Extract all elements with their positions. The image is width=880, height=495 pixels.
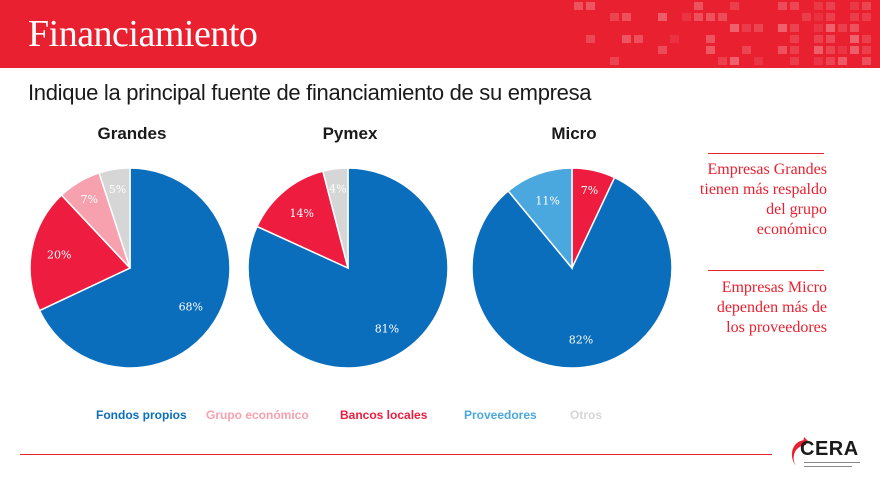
- legend-item-otros: Otros: [570, 408, 602, 422]
- legend-item-bancos-locales: Bancos locales: [340, 408, 427, 422]
- note-micro: Empresas Micro dependen más de los prove…: [695, 278, 827, 338]
- note-divider: [708, 270, 824, 271]
- logo-text: CERA: [800, 438, 859, 461]
- pie-chart-micro: Micro 7% 82% 11%: [464, 124, 684, 374]
- pie-slice-label: 11%: [535, 194, 559, 207]
- pie-slice-label: 14%: [289, 207, 313, 220]
- cera-logo: CERA: [786, 432, 866, 476]
- pie-svg: 81% 14% 4%: [240, 164, 460, 374]
- pie-title: Grandes: [22, 124, 242, 144]
- pie-title: Pymex: [240, 124, 460, 144]
- pie-title: Micro: [464, 124, 684, 144]
- legend-item-fondos-propios: Fondos propios: [96, 408, 187, 422]
- pie-svg: 68% 20% 7% 5%: [22, 164, 242, 374]
- pie-slice-label: 68%: [179, 301, 203, 314]
- note-divider: [708, 153, 824, 154]
- logo-subline: [804, 466, 852, 467]
- pie-slice-label: 7%: [581, 184, 598, 197]
- pie-slice-label: 7%: [81, 193, 98, 206]
- pie-slice-label: 5%: [109, 183, 126, 196]
- pie-slice-label: 82%: [569, 333, 593, 346]
- pie-slice-label: 81%: [375, 323, 399, 336]
- page-title: Financiamiento: [28, 12, 257, 56]
- pie-slice-label: 20%: [47, 249, 71, 262]
- note-grandes: Empresas Grandes tienen más respaldo del…: [695, 160, 827, 240]
- legend-item-proveedores: Proveedores: [464, 408, 537, 422]
- pie-svg: 7% 82% 11%: [464, 164, 684, 374]
- header-bar: Financiamiento: [0, 0, 880, 68]
- legend-item-grupo-economico: Grupo económico: [206, 408, 309, 422]
- header-pattern: [560, 0, 880, 68]
- pie-chart-pymex: Pymex 81% 14% 4%: [240, 124, 460, 374]
- footer-divider: [20, 454, 772, 455]
- pie-chart-grandes: Grandes 68% 20% 7% 5%: [22, 124, 242, 374]
- chart-subtitle: Indique la principal fuente de financiam…: [28, 80, 591, 106]
- chart-legend: Fondos propios Grupo económico Bancos lo…: [0, 408, 700, 428]
- logo-subline: [804, 462, 860, 463]
- pie-slice-label: 4%: [329, 183, 346, 196]
